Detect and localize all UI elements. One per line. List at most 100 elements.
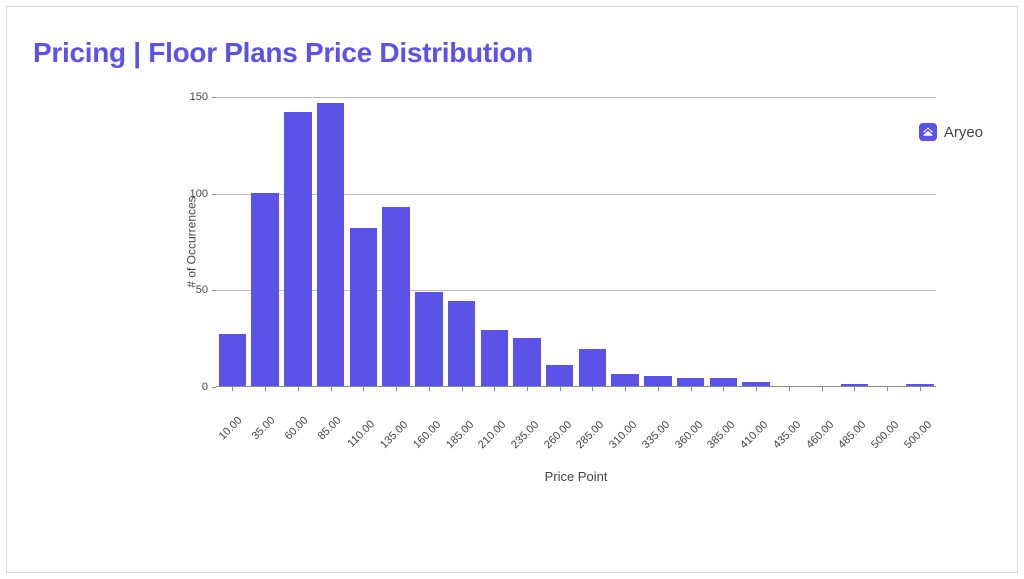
bar-slot bbox=[609, 97, 642, 386]
bar-slot bbox=[445, 97, 478, 386]
bar bbox=[742, 382, 769, 386]
bar bbox=[284, 112, 311, 386]
bar-slot bbox=[838, 97, 871, 386]
x-tick-slot: 35.00 bbox=[249, 391, 282, 463]
x-tick-slot: 60.00 bbox=[281, 391, 314, 463]
x-tick-mark bbox=[789, 387, 790, 391]
bar bbox=[546, 365, 573, 386]
bar bbox=[350, 228, 377, 386]
x-tick-mark bbox=[396, 387, 397, 391]
x-tick-mark bbox=[560, 387, 561, 391]
x-tick-slot: 335.00 bbox=[642, 391, 675, 463]
bar-slot bbox=[903, 97, 936, 386]
x-tick-slot: 410.00 bbox=[740, 391, 773, 463]
x-tick-slot: 385.00 bbox=[707, 391, 740, 463]
bar-slot bbox=[576, 97, 609, 386]
x-tick-slot: 285.00 bbox=[576, 391, 609, 463]
x-tick-slot: 185.00 bbox=[445, 391, 478, 463]
bar bbox=[317, 103, 344, 386]
bar-slot bbox=[642, 97, 675, 386]
x-tick-mark bbox=[723, 387, 724, 391]
x-tick-slot: 235.00 bbox=[511, 391, 544, 463]
bar-slot bbox=[249, 97, 282, 386]
bar bbox=[513, 338, 540, 386]
x-tick-mark bbox=[854, 387, 855, 391]
x-tick-mark bbox=[658, 387, 659, 391]
bar bbox=[906, 384, 933, 386]
bar bbox=[611, 374, 638, 386]
x-tick-slot: 135.00 bbox=[380, 391, 413, 463]
bar bbox=[677, 378, 704, 386]
bar-slot bbox=[740, 97, 773, 386]
x-tick-mark bbox=[462, 387, 463, 391]
bar bbox=[579, 349, 606, 386]
x-tick-mark bbox=[822, 387, 823, 391]
x-tick-slot: 485.00 bbox=[838, 391, 871, 463]
x-tick-mark bbox=[265, 387, 266, 391]
bar bbox=[644, 376, 671, 386]
bar bbox=[481, 330, 508, 386]
x-tick-slot: 10.00 bbox=[216, 391, 249, 463]
bar-slot bbox=[871, 97, 904, 386]
x-tick-mark bbox=[625, 387, 626, 391]
bar bbox=[710, 378, 737, 386]
x-tick-slot: 110.00 bbox=[347, 391, 380, 463]
y-tick-label: 50 bbox=[196, 284, 208, 296]
x-tick-mark bbox=[232, 387, 233, 391]
bars-container bbox=[216, 97, 936, 386]
x-tick-slot: 500.00 bbox=[871, 391, 904, 463]
y-axis-ticks: 050100150 bbox=[168, 97, 212, 387]
x-axis-ticks: 10.0035.0060.0085.00110.00135.00160.0018… bbox=[216, 391, 936, 463]
bar-slot bbox=[314, 97, 347, 386]
x-tick-mark bbox=[920, 387, 921, 391]
y-tick-label: 100 bbox=[190, 188, 208, 200]
x-tick-slot: 260.00 bbox=[543, 391, 576, 463]
x-tick-mark bbox=[494, 387, 495, 391]
plot-region bbox=[216, 97, 936, 387]
x-tick-slot: 160.00 bbox=[412, 391, 445, 463]
x-tick-slot: 360.00 bbox=[674, 391, 707, 463]
x-axis-title: Price Point bbox=[216, 469, 936, 484]
bar bbox=[448, 301, 475, 386]
bar-slot bbox=[674, 97, 707, 386]
x-tick-slot: 210.00 bbox=[478, 391, 511, 463]
bar-slot bbox=[216, 97, 249, 386]
chart-title: Pricing | Floor Plans Price Distribution bbox=[33, 37, 991, 69]
bar bbox=[382, 207, 409, 386]
x-tick-slot: 85.00 bbox=[314, 391, 347, 463]
bar-slot bbox=[805, 97, 838, 386]
x-tick-slot: 500.00 bbox=[903, 391, 936, 463]
x-tick-mark bbox=[429, 387, 430, 391]
x-tick-slot: 435.00 bbox=[772, 391, 805, 463]
bar-slot bbox=[347, 97, 380, 386]
x-tick-slot: 310.00 bbox=[609, 391, 642, 463]
bar-slot bbox=[380, 97, 413, 386]
chart-area: # of Occurrences 050100150 10.0035.0060.… bbox=[168, 93, 958, 513]
x-tick-label: 500.00 bbox=[926, 395, 958, 427]
y-tick-label: 150 bbox=[190, 91, 208, 103]
bar bbox=[415, 292, 442, 386]
bar-slot bbox=[478, 97, 511, 386]
bar-slot bbox=[511, 97, 544, 386]
bar-slot bbox=[707, 97, 740, 386]
y-tick-label: 0 bbox=[202, 381, 208, 393]
x-tick-mark bbox=[363, 387, 364, 391]
x-tick-mark bbox=[756, 387, 757, 391]
x-tick-mark bbox=[592, 387, 593, 391]
bar-slot bbox=[281, 97, 314, 386]
bar bbox=[219, 334, 246, 386]
x-tick-slot: 460.00 bbox=[805, 391, 838, 463]
x-tick-mark bbox=[691, 387, 692, 391]
bar-slot bbox=[543, 97, 576, 386]
bar bbox=[841, 384, 868, 386]
x-tick-mark bbox=[527, 387, 528, 391]
x-tick-mark bbox=[298, 387, 299, 391]
bar bbox=[251, 193, 278, 386]
chart-card: Pricing | Floor Plans Price Distribution… bbox=[6, 6, 1018, 573]
y-tick-mark bbox=[212, 387, 216, 388]
x-tick-mark bbox=[887, 387, 888, 391]
bar-slot bbox=[412, 97, 445, 386]
x-tick-mark bbox=[331, 387, 332, 391]
bar-slot bbox=[772, 97, 805, 386]
chart-frame: Pricing | Floor Plans Price Distribution… bbox=[0, 0, 1024, 579]
